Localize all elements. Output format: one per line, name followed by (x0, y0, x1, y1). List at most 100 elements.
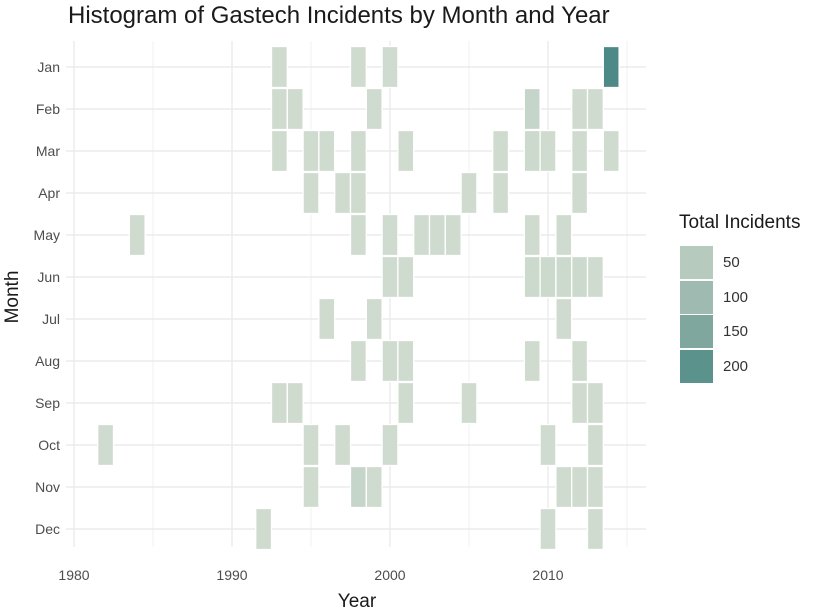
heatmap-cell (286, 87, 304, 131)
heatmap-cell (302, 423, 320, 467)
heatmap-cell (555, 297, 573, 341)
x-tick-label: 1980 (58, 567, 89, 583)
x-tick-label: 1990 (216, 567, 247, 583)
heatmap-cell (334, 423, 352, 467)
heatmap-cell (381, 213, 399, 257)
heatmap-cell (571, 339, 589, 383)
heatmap-cell (413, 213, 431, 257)
heatmap-cell (571, 87, 589, 131)
y-tick-label: Jun (37, 269, 60, 285)
heatmap-cell (349, 129, 367, 173)
heatmap-cell (334, 171, 352, 215)
heatmap-cell (586, 507, 604, 551)
heatmap-cells (97, 45, 620, 551)
heatmap-cell (492, 129, 510, 173)
legend-title: Total Incidents (679, 212, 801, 233)
heatmap-cell (460, 171, 478, 215)
heatmap-cell (318, 129, 336, 173)
heatmap-cell (365, 297, 383, 341)
heatmap-cell (302, 129, 320, 173)
heatmap-cell (349, 213, 367, 257)
heatmap-cell (586, 423, 604, 467)
legend-label: 100 (723, 288, 749, 306)
heatmap-cell (97, 423, 115, 467)
heatmap-cell (286, 381, 304, 425)
heatmap-cell (318, 297, 336, 341)
heatmap-cell (381, 423, 399, 467)
heatmap-cell (349, 465, 367, 509)
heatmap-cell (270, 381, 288, 425)
y-tick-label: Aug (35, 353, 60, 369)
heatmap-cell (365, 465, 383, 509)
x-axis-ticks: 1980 1990 2000 2010 (58, 567, 563, 583)
chart-title: Histogram of Gastech Incidents by Month … (68, 2, 610, 29)
heatmap-cell (381, 45, 399, 89)
heatmap-cell (349, 339, 367, 383)
y-tick-label: Sep (35, 395, 60, 411)
heatmap-cell (586, 381, 604, 425)
y-axis-title: Month (2, 271, 23, 324)
heatmap-cell (381, 339, 399, 383)
y-tick-label: Mar (36, 143, 60, 159)
heatmap-cell (492, 171, 510, 215)
heatmap-cell (602, 45, 620, 89)
heatmap-cell (571, 255, 589, 299)
heatmap-cell (555, 213, 573, 257)
y-axis-ticks: Jan Feb Mar Apr May Jun Jul Aug Sep Oct Nov Dec (34, 59, 61, 537)
heatmap-cell (523, 213, 541, 257)
heatmap-cell (349, 171, 367, 215)
heatmap-cell (428, 213, 446, 257)
heatmap-cell (571, 171, 589, 215)
legend-key (680, 349, 713, 383)
heatmap-cell (586, 87, 604, 131)
heatmap-cell (365, 87, 383, 131)
heatmap-cell (381, 255, 399, 299)
legend-label: 150 (723, 323, 749, 340)
heatmap-cell (302, 465, 320, 509)
y-tick-label: Jul (42, 311, 60, 327)
y-tick-label: Jan (37, 59, 60, 75)
y-tick-label: Feb (36, 101, 60, 117)
x-tick-label: 2010 (532, 567, 563, 583)
heatmap-cell (349, 45, 367, 89)
heatmap-cell (523, 87, 541, 131)
y-tick-label: Dec (35, 521, 60, 537)
heatmap-cell (397, 255, 415, 299)
heatmap-cell (397, 129, 415, 173)
x-axis-title: Year (338, 591, 377, 612)
legend-label: 200 (723, 357, 749, 375)
heatmap-cell (270, 45, 288, 89)
heatmap-cell (539, 423, 557, 467)
legend-key (680, 280, 713, 314)
heatmap-cell (602, 129, 620, 173)
heatmap-cell (270, 129, 288, 173)
heatmap-cell (539, 255, 557, 299)
heatmap-cell (302, 171, 320, 215)
heatmap-cell (397, 381, 415, 425)
heatmap-cell (460, 381, 478, 425)
legend-label: 50 (723, 254, 740, 271)
heatmap-cell (571, 381, 589, 425)
heatmap-cell (523, 129, 541, 173)
y-tick-label: Nov (35, 479, 60, 495)
heatmap-cell (523, 339, 541, 383)
heatmap-cell (586, 465, 604, 509)
y-tick-label: Apr (38, 185, 60, 201)
heatmap-cell (586, 255, 604, 299)
heatmap-cell (270, 87, 288, 131)
heatmap-cell (555, 255, 573, 299)
legend-key (680, 315, 713, 348)
heatmap-cell (555, 465, 573, 509)
heatmap-cell (523, 255, 541, 299)
y-tick-label: May (34, 227, 60, 243)
heatmap-cell (444, 213, 462, 257)
heatmap-cell (571, 465, 589, 509)
heatmap-cell (539, 507, 557, 551)
heatmap-cell (539, 129, 557, 173)
heatmap-cell (255, 507, 273, 551)
heatmap-cell (571, 129, 589, 173)
x-tick-label: 2000 (374, 567, 405, 583)
legend-key (680, 246, 713, 279)
y-tick-label: Oct (38, 437, 60, 453)
